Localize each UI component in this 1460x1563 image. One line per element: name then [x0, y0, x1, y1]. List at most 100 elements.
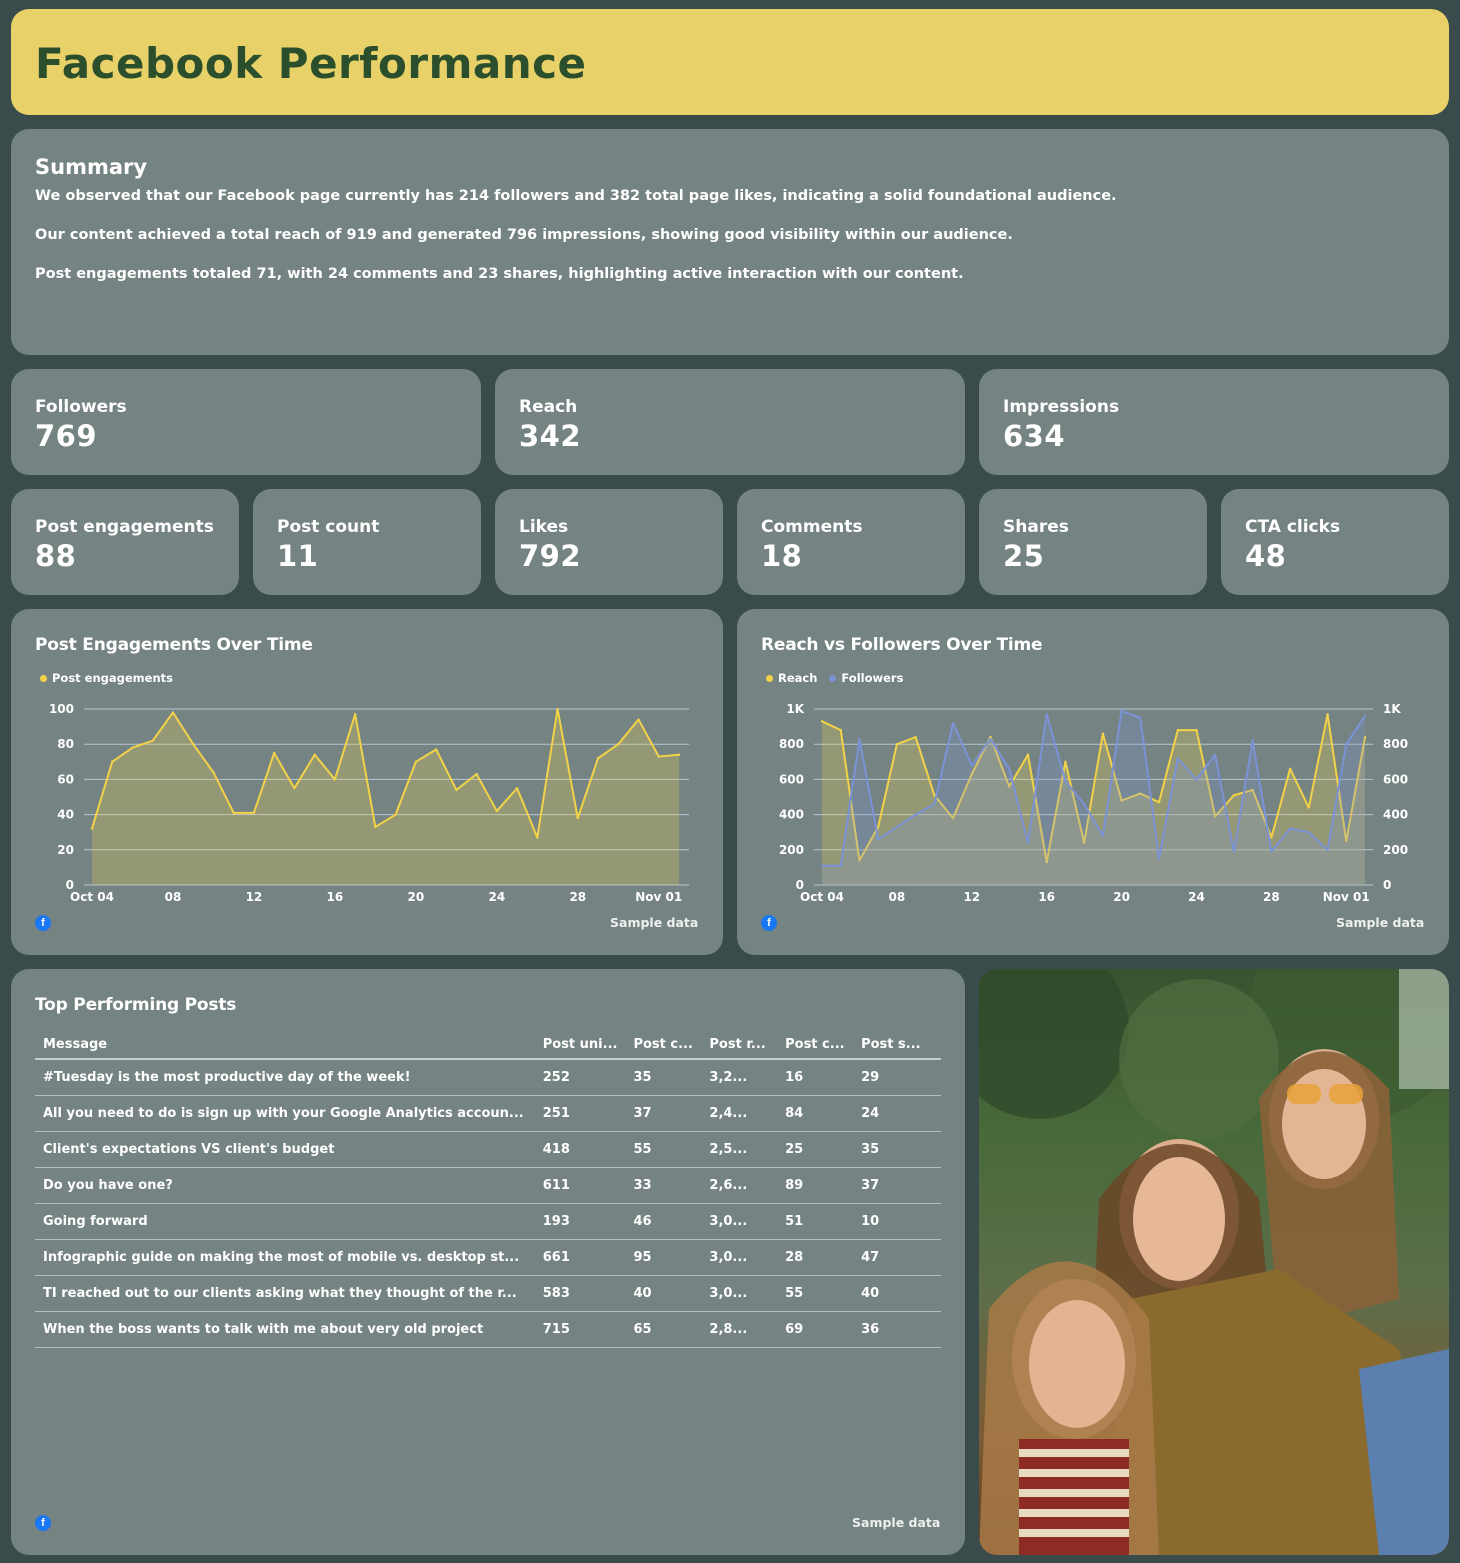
data-point: [933, 794, 936, 797]
x-tick-label: Oct 04: [70, 890, 114, 904]
facebook-icon: f: [35, 1515, 51, 1531]
data-point: [1064, 760, 1067, 763]
table-row[interactable]: Infographic guide on making the most of …: [35, 1239, 941, 1276]
x-tick-label: 24: [1188, 890, 1205, 904]
data-point: [1270, 850, 1273, 853]
table-row[interactable]: #Tuesday is the most productive day of t…: [35, 1059, 941, 1096]
data-point: [495, 809, 499, 813]
series-area: [92, 709, 679, 885]
data-point: [1064, 779, 1067, 783]
chart-legend: Reach Followers: [766, 671, 903, 685]
table-row[interactable]: All you need to do is sign up with your …: [35, 1095, 941, 1132]
page-title: Facebook Performance: [35, 39, 587, 88]
data-point: [576, 816, 579, 820]
y-tick-label: 100: [49, 702, 74, 716]
data-point: [1326, 713, 1329, 716]
x-tick-label: Nov 01: [1323, 890, 1370, 904]
metric-cell: 583: [534, 1275, 626, 1312]
legend-item[interactable]: Reach: [766, 671, 817, 685]
metric-cell: 2,8...: [701, 1311, 778, 1348]
data-point: [1326, 848, 1329, 851]
legend-label: Post engagements: [52, 671, 173, 685]
table-row[interactable]: TI reached out to our clients asking wha…: [35, 1275, 941, 1312]
metric-cell: 715: [534, 1311, 626, 1348]
y-tick-label-right: 1K: [1383, 702, 1401, 716]
table-row[interactable]: Do you have one? 611 33 2,6... 89 37: [35, 1167, 941, 1204]
data-point: [895, 743, 899, 746]
data-point: [414, 760, 418, 763]
y-tick-label: 0: [66, 878, 74, 892]
y-tick-label: 20: [57, 843, 74, 857]
x-tick-label: 16: [1038, 890, 1055, 904]
column-header[interactable]: Post uni...: [534, 1031, 626, 1060]
x-tick-label: 28: [569, 890, 586, 904]
y-tick-label: 200: [779, 843, 804, 857]
metric-cell: 16: [777, 1059, 854, 1096]
y-tick-label-right: 800: [1383, 737, 1408, 751]
legend-item[interactable]: Post engagements: [40, 671, 173, 685]
x-tick-label: Oct 04: [800, 890, 844, 904]
x-tick-label: 16: [327, 890, 344, 904]
metric-cell: 193: [534, 1203, 626, 1240]
metric-cell: 40: [625, 1275, 702, 1312]
column-header[interactable]: Post c...: [625, 1031, 702, 1060]
column-header-message[interactable]: Message: [35, 1031, 535, 1060]
x-tick-label: 20: [1113, 890, 1130, 904]
table-row[interactable]: Client's expectations VS client's budget…: [35, 1131, 941, 1168]
data-point: [914, 735, 917, 739]
metric-cell: 251: [534, 1095, 626, 1132]
legend-item[interactable]: Followers: [829, 671, 903, 685]
kpi-post-engagements: Post engagements 88: [11, 489, 239, 595]
data-point: [1195, 728, 1198, 732]
post-message-cell: Client's expectations VS client's budget: [35, 1131, 535, 1168]
data-point: [1045, 860, 1048, 864]
metric-cell: 47: [853, 1239, 941, 1276]
data-point: [313, 753, 316, 756]
x-tick-label: 20: [408, 890, 425, 904]
legend-label: Followers: [841, 671, 904, 685]
data-point: [272, 751, 276, 755]
data-point: [1345, 743, 1348, 746]
metric-cell: 661: [534, 1239, 626, 1276]
kpi-impressions: Impressions 634: [979, 369, 1449, 475]
column-header[interactable]: Post s...: [853, 1031, 941, 1060]
data-point: [820, 864, 824, 867]
data-point: [434, 748, 438, 751]
legend-label: Reach: [778, 671, 818, 685]
data-point: [1101, 732, 1105, 735]
table-row[interactable]: When the boss wants to talk with me abou…: [35, 1311, 941, 1348]
data-point: [1026, 753, 1030, 756]
post-message-cell: Infographic guide on making the most of …: [35, 1239, 535, 1276]
y-tick-label: 600: [779, 772, 804, 786]
kpi-label: Post count: [277, 517, 380, 537]
table-row[interactable]: Going forward 193 46 3,0... 51 10: [35, 1203, 941, 1240]
column-header[interactable]: Post c...: [777, 1031, 854, 1060]
metric-cell: 33: [625, 1167, 702, 1204]
facebook-icon: f: [35, 915, 51, 931]
data-point: [394, 813, 397, 816]
legend-dot: [766, 674, 773, 682]
data-point: [820, 720, 824, 723]
data-point: [1288, 767, 1292, 771]
data-point: [970, 764, 973, 767]
metric-cell: 37: [853, 1167, 941, 1204]
metric-cell: 252: [534, 1059, 626, 1096]
sample-data-label: Sample data: [610, 915, 699, 930]
column-header[interactable]: Post r...: [701, 1031, 778, 1060]
metric-cell: 418: [534, 1131, 626, 1168]
data-point: [839, 864, 842, 867]
data-point: [1232, 850, 1236, 853]
data-point: [876, 838, 880, 841]
data-point: [1139, 792, 1142, 795]
metric-cell: 95: [625, 1239, 702, 1276]
data-point: [1139, 716, 1142, 719]
data-point: [1363, 735, 1367, 739]
kpi-value: 88: [35, 539, 77, 573]
summary-line-engagements: Post engagements totaled 71, with 24 com…: [35, 266, 964, 282]
data-point: [1157, 857, 1161, 860]
series-line: [822, 709, 1366, 867]
post-message-cell: Do you have one?: [35, 1167, 535, 1204]
kpi-value: 792: [519, 539, 582, 573]
top-posts-table: Message Post uni... Post c... Post r... …: [35, 1031, 941, 1348]
data-point: [1045, 713, 1048, 716]
